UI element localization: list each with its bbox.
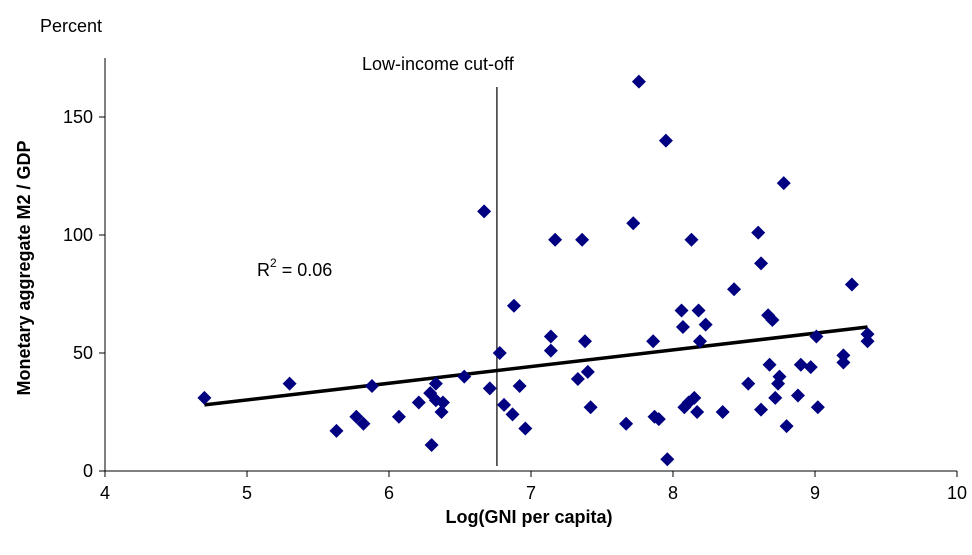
- data-point: [543, 343, 558, 358]
- data-point: [512, 379, 527, 394]
- x-tick-label: 6: [384, 483, 394, 503]
- data-point: [349, 409, 364, 424]
- data-point: [754, 256, 769, 271]
- data-point: [810, 400, 825, 415]
- data-point: [497, 397, 512, 412]
- data-point: [329, 423, 344, 438]
- y-tick-label: 50: [73, 343, 93, 363]
- x-tick-label: 5: [242, 483, 252, 503]
- data-point: [660, 452, 675, 467]
- data-point: [492, 346, 507, 360]
- data-point: [651, 412, 666, 427]
- y-unit-label: Percent: [40, 16, 102, 36]
- data-point: [658, 133, 673, 148]
- y-tick-label: 100: [63, 225, 93, 245]
- data-point: [282, 376, 297, 391]
- x-tick-label: 10: [947, 483, 967, 503]
- data-point: [790, 388, 805, 403]
- data-point: [687, 390, 702, 405]
- data-point: [518, 421, 533, 436]
- data-point: [505, 407, 520, 422]
- data-point: [364, 379, 379, 394]
- data-point: [570, 371, 585, 386]
- data-point: [583, 400, 598, 415]
- trend-line: [204, 325, 868, 407]
- data-point: [768, 390, 783, 405]
- data-point: [741, 376, 756, 391]
- data-point: [809, 329, 824, 344]
- y-tick-label: 150: [63, 107, 93, 127]
- r2-superscript: 2: [270, 256, 277, 270]
- data-point: [548, 232, 563, 247]
- y-tick-label: 0: [83, 461, 93, 481]
- data-point: [793, 357, 808, 372]
- data-point: [751, 225, 766, 240]
- x-tick-label: 9: [810, 483, 820, 503]
- data-point: [197, 390, 212, 405]
- data-point: [457, 369, 472, 384]
- data-point: [424, 438, 439, 453]
- data-point: [411, 395, 426, 410]
- r2-prefix: R: [257, 260, 270, 280]
- data-point: [646, 334, 661, 349]
- data-point: [477, 204, 492, 219]
- x-tick-label: 8: [668, 483, 678, 503]
- data-point: [715, 405, 730, 419]
- data-point: [684, 232, 699, 247]
- data-point: [860, 327, 875, 342]
- data-point: [690, 405, 705, 419]
- data-point: [754, 402, 769, 417]
- data-point: [356, 416, 371, 431]
- data-point: [765, 312, 780, 327]
- data-point: [727, 282, 742, 297]
- x-tick-label: 7: [526, 483, 536, 503]
- data-point: [675, 320, 690, 335]
- data-point: [776, 176, 791, 191]
- data-point: [575, 232, 590, 247]
- data-point: [692, 334, 707, 349]
- data-point: [762, 357, 777, 372]
- data-point: [772, 369, 787, 384]
- data-point: [779, 419, 794, 434]
- data-point: [844, 277, 859, 292]
- x-axis-title: Log(GNI per capita): [445, 507, 612, 527]
- r2-annotation: R2 = 0.06: [257, 256, 332, 280]
- data-point: [674, 303, 689, 318]
- data-point: [580, 364, 595, 379]
- x-tick-label: 4: [100, 483, 110, 503]
- data-point: [619, 416, 634, 431]
- data-point: [577, 334, 592, 349]
- data-point: [626, 216, 641, 231]
- data-point: [836, 355, 851, 370]
- y-axis-title: Monetary aggregate M2 / GDP: [14, 140, 34, 395]
- data-point: [482, 381, 497, 396]
- data-point: [428, 376, 443, 391]
- data-point: [631, 74, 646, 89]
- low-income-cutoff-label: Low-income cut-off: [362, 54, 515, 74]
- data-point: [803, 360, 818, 375]
- data-point: [506, 298, 521, 313]
- data-point: [691, 303, 706, 318]
- data-point: [543, 329, 558, 344]
- data-point: [860, 334, 875, 349]
- data-point: [435, 395, 450, 410]
- r2-value: = 0.06: [277, 260, 333, 280]
- data-point: [698, 317, 713, 332]
- data-point: [391, 409, 406, 424]
- data-point: [836, 348, 851, 363]
- data-point: [434, 405, 449, 419]
